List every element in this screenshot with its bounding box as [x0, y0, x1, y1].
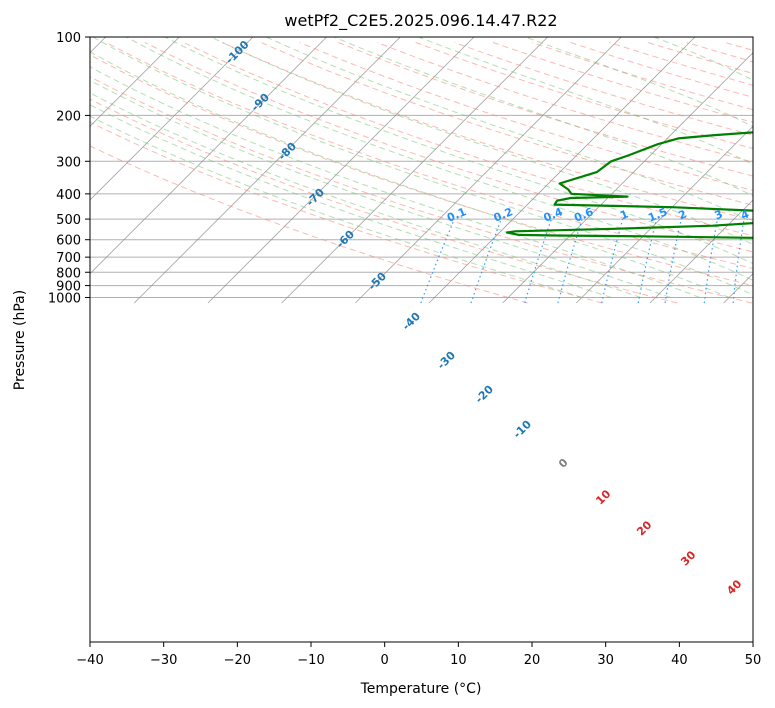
mixing-ratio-label: 0.2: [492, 205, 515, 224]
dry-adiabats: [90, 42, 775, 304]
moist-adiabat-line: [164, 37, 753, 265]
dry-adiabat-line: [144, 42, 753, 253]
moist-adiabat-line: [90, 66, 700, 298]
y-tick-label: 200: [56, 109, 81, 124]
mixing-ratio-line: [470, 218, 502, 304]
isotherm-label: -70: [304, 185, 327, 208]
isotherm-label: 30: [678, 548, 698, 568]
mixing-ratio-line: [703, 218, 719, 304]
y-tick-label: 500: [56, 213, 81, 228]
isotherm-label: -80: [276, 139, 299, 162]
moist-adiabat-line: [90, 115, 582, 298]
dry-adiabat-line: [338, 42, 753, 177]
chart-title: wetPf2_C2E5.2025.096.14.47.R22: [284, 11, 557, 31]
x-tick-label: 30: [597, 653, 614, 668]
dry-adiabat-line: [299, 42, 753, 191]
isotherm-label: 20: [634, 518, 654, 538]
mixing-ratio-label: 2: [677, 208, 689, 223]
isotherm-label: 40: [724, 577, 744, 597]
isotherm-label: -90: [249, 90, 272, 113]
isotherm-label: -40: [400, 309, 423, 332]
plot-frame: [89, 36, 754, 643]
isotherm-label: 0: [556, 456, 571, 471]
dry-adiabat-line: [454, 42, 753, 136]
y-tick-label: 400: [56, 188, 81, 203]
plot-area: -100-90-80-70-60-50-40-30-20-10010203040…: [0, 37, 775, 597]
moist-adiabat-line: [265, 37, 753, 223]
mixing-ratio-label: 1: [618, 208, 630, 223]
moist-adiabats: [90, 37, 753, 298]
isotherm-line: [502, 52, 753, 304]
y-tick-label: 100: [56, 31, 81, 46]
isotherm-line: [281, 37, 548, 304]
x-tick-label: 20: [524, 653, 541, 668]
isotherm-line: [649, 199, 753, 304]
x-tick-label: −30: [150, 653, 177, 668]
isotherm-line: [0, 37, 32, 303]
y-tick-label: 1000: [48, 292, 81, 307]
y-tick-label: 700: [56, 251, 81, 266]
x-axis-ticks: −40 −30 −20 −10 0 10 20 30 40 50: [76, 642, 761, 668]
y-tick-label: 600: [56, 234, 81, 249]
y-tick-label: 300: [56, 155, 81, 170]
moist-adiabat-line: [210, 37, 753, 245]
mixing-ratio-line: [524, 218, 552, 304]
mixing-ratio-line: [732, 219, 745, 304]
dry-adiabat-line: [764, 43, 775, 304]
moist-adiabat-line: [125, 37, 753, 281]
dry-adiabat-line: [686, 42, 753, 63]
mixing-ratio-label: 0.6: [572, 205, 595, 224]
dry-adiabat-line: [105, 42, 753, 270]
x-tick-label: −40: [76, 653, 103, 668]
isotherm-line: [576, 125, 753, 304]
profile-series: [505, 131, 753, 239]
moist-adiabat-line: [90, 79, 671, 298]
isotherm-label: -30: [435, 348, 458, 371]
moist-adiabat-line: [90, 92, 641, 298]
x-tick-label: 0: [381, 653, 389, 668]
isotherm-line: [90, 37, 327, 275]
mixing-ratio-lines: [420, 218, 745, 304]
x-axis-label: Temperature (°C): [360, 681, 482, 697]
mixing-ratio-line: [664, 218, 682, 304]
dry-adiabat-line: [90, 145, 528, 304]
isotherm-lines: [0, 37, 753, 304]
isotherm-line: [90, 37, 180, 127]
x-tick-label: −10: [297, 653, 324, 668]
isotherm-line: [355, 37, 622, 304]
x-tick-label: 40: [671, 653, 688, 668]
dry-adiabat-line: [415, 42, 753, 150]
dry-adiabat-line: [90, 76, 753, 304]
mixing-ratio-line: [420, 218, 455, 304]
isotherm-label: -20: [473, 382, 496, 405]
y-tick-label: 900: [56, 280, 81, 295]
moist-adiabat-line: [90, 104, 612, 298]
isotherm-line: [428, 37, 696, 304]
y-axis-label: Pressure (hPa): [12, 290, 28, 390]
isotherm-label: 10: [593, 487, 613, 507]
moist-adiabat-line: [525, 37, 753, 128]
profile-line: [505, 131, 753, 239]
dry-adiabat-line: [222, 42, 753, 221]
x-tick-label: −20: [224, 653, 251, 668]
dry-adiabat-line: [260, 42, 753, 206]
isotherm-line: [90, 37, 254, 201]
x-tick-label: 10: [450, 653, 467, 668]
moist-adiabat-line: [90, 51, 730, 298]
x-tick-label: 50: [745, 653, 762, 668]
y-tick-label: 800: [56, 266, 81, 281]
isotherm-line: [207, 37, 475, 304]
isotherm-label: -10: [511, 417, 534, 440]
moist-adiabat-line: [333, 37, 753, 197]
mixing-ratio-label: 3: [713, 208, 725, 223]
dry-adiabat-line: [570, 42, 753, 98]
mixing-ratio-labels: 0.10.20.40.611.52346810131620253036: [445, 205, 751, 224]
mixing-ratio-label: 0.1: [445, 205, 468, 224]
moist-adiabat-line: [418, 37, 753, 166]
